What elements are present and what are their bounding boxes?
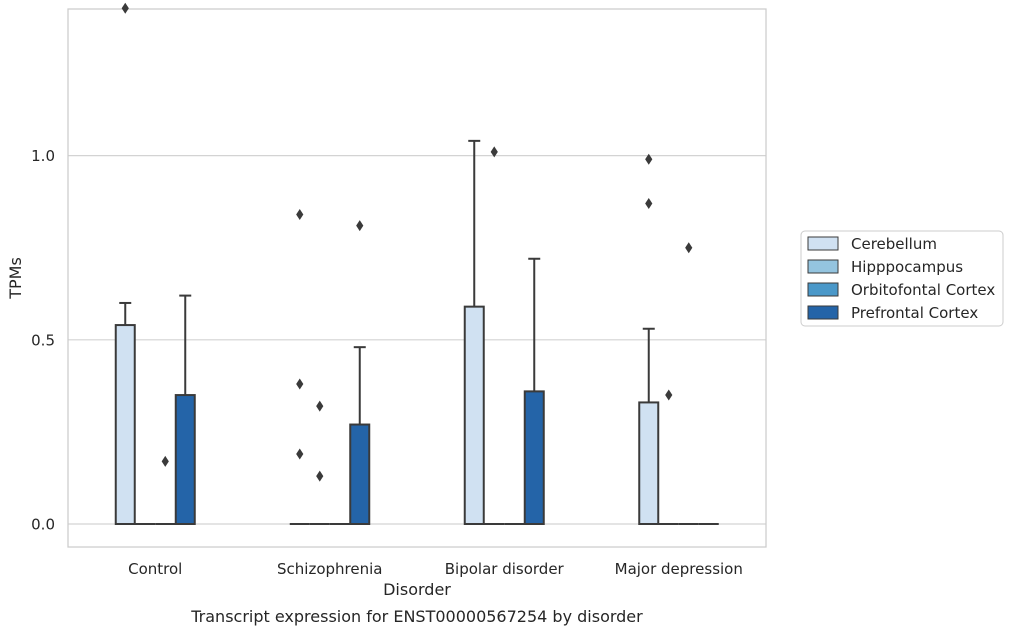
outlier-point xyxy=(665,389,673,401)
outlier-point xyxy=(121,2,129,14)
box-prefrontal-cortex xyxy=(523,257,545,525)
outlier-point xyxy=(296,378,304,390)
y-axis-ticks: 0.00.51.01.52.02.5 xyxy=(31,147,55,534)
box-body xyxy=(349,423,371,526)
box-body xyxy=(114,324,136,525)
outlier-point xyxy=(490,146,498,158)
box-groups xyxy=(114,2,719,526)
box-body xyxy=(638,401,660,526)
legend-frame xyxy=(800,230,1004,327)
legend-swatch xyxy=(807,236,839,251)
box-cerebellum xyxy=(114,2,136,525)
outlier-point xyxy=(645,197,653,209)
x-axis-ticks: Control Schizophrenia Bipolar disorder Majo… xyxy=(128,560,743,578)
y-tick-label: 0.5 xyxy=(31,331,55,349)
y-tick-label: 0.0 xyxy=(31,516,55,534)
legend-label: Cerebellum xyxy=(851,235,937,253)
legend-swatch xyxy=(807,282,839,297)
box-cerebellum xyxy=(289,209,310,525)
outlier-point xyxy=(645,153,653,165)
box-cerebellum xyxy=(638,153,660,526)
outlier-point xyxy=(296,448,304,460)
box-orbitofontal-cortex xyxy=(504,523,525,525)
plot-area-frame xyxy=(67,8,767,548)
outlier-point xyxy=(685,242,693,254)
box-body xyxy=(463,305,485,526)
x-axis-label: Disorder xyxy=(383,580,451,599)
box-orbitofontal-cortex xyxy=(155,455,176,525)
x-tick-label: Schizophrenia xyxy=(277,560,382,578)
x-tick-label: Major depression xyxy=(615,560,743,578)
x-tick-label: Control xyxy=(128,560,182,578)
legend-label: Hipppocampus xyxy=(851,258,963,276)
box-prefrontal-cortex xyxy=(349,220,371,526)
legend-swatch xyxy=(807,305,839,320)
outlier-point xyxy=(161,455,169,467)
grid-lines xyxy=(68,155,766,525)
y-axis-label: TPMs xyxy=(6,257,25,300)
figure-caption: Transcript expression for ENST0000056725… xyxy=(190,607,643,626)
box-cerebellum xyxy=(463,139,485,526)
outlier-point xyxy=(296,209,304,221)
legend-label: Orbitofontal Cortex xyxy=(851,281,995,299)
box-hipppocampus xyxy=(658,389,679,525)
legend-swatch xyxy=(807,259,839,274)
outlier-point xyxy=(316,400,324,412)
box-hipppocampus xyxy=(484,146,505,525)
box-body xyxy=(174,394,196,525)
outlier-point xyxy=(316,470,324,482)
x-tick-label: Bipolar disorder xyxy=(445,560,565,578)
legend-label: Prefrontal Cortex xyxy=(851,304,978,322)
y-tick-label: 1.0 xyxy=(31,147,55,165)
outlier-point xyxy=(356,220,364,232)
legend: Cerebellum Hipppocampus Orbitofontal Corte… xyxy=(800,230,1004,327)
box-body xyxy=(523,390,545,525)
box-orbitofontal-cortex xyxy=(678,242,699,525)
box-prefrontal-cortex xyxy=(174,294,196,525)
box-hipppocampus xyxy=(309,400,330,525)
